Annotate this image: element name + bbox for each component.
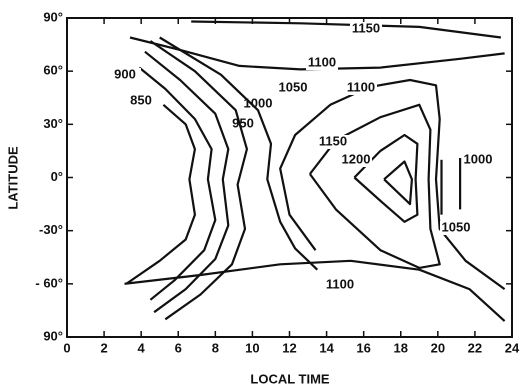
contour-line <box>149 40 248 321</box>
x-tick-label: 8 <box>212 340 219 355</box>
contour-line <box>309 103 441 269</box>
contour-label: 1000 <box>464 151 493 166</box>
x-tick-label: 18 <box>394 340 408 355</box>
x-tick-label: 4 <box>138 340 146 355</box>
contour-line <box>144 50 230 314</box>
contour-label: 1100 <box>308 54 336 69</box>
x-tick-label: 22 <box>468 340 482 355</box>
x-tick-label: 20 <box>431 340 445 355</box>
contour-line <box>138 66 217 301</box>
label-backdrop <box>345 81 377 95</box>
label-backdrop <box>317 135 349 149</box>
x-tick-label: 6 <box>175 340 182 355</box>
x-axis-title: LOCAL TIME <box>250 371 330 386</box>
contour-line <box>383 160 413 206</box>
label-backdrop <box>350 22 382 36</box>
y-tick-label: 90° <box>43 9 63 24</box>
contour-line <box>353 133 419 223</box>
label-backdrop <box>306 56 338 70</box>
contour-label: 850 <box>130 92 152 107</box>
contour-label: 950 <box>232 115 254 130</box>
y-axis-title: LATITUDE <box>5 146 20 210</box>
label-backdrop <box>462 153 494 167</box>
label-backdrop <box>227 117 259 131</box>
x-tick-label: 10 <box>245 340 259 355</box>
x-tick-label: 12 <box>282 340 296 355</box>
contour-line <box>279 78 506 290</box>
x-tick-label: 2 <box>100 340 107 355</box>
label-backdrop <box>277 81 309 95</box>
y-tick-label: -30° <box>39 222 63 237</box>
contour-label: 1100 <box>347 79 375 94</box>
y-tick-label: 30° <box>43 116 63 131</box>
label-backdrop <box>440 221 472 235</box>
contour-label: 1150 <box>319 133 347 148</box>
y-tick-label: 60° <box>43 63 63 78</box>
contour-line <box>191 20 502 39</box>
contour-label: 1050 <box>442 219 471 234</box>
contour-line <box>124 259 506 322</box>
x-tick-label: 14 <box>319 340 334 355</box>
x-tick-label: 16 <box>356 340 370 355</box>
x-tick-label: 0 <box>63 340 70 355</box>
y-tick-label: 0° <box>51 169 63 184</box>
x-tick-label: 24 <box>505 340 520 355</box>
contour-line <box>159 36 319 271</box>
y-tick-label: 90° <box>43 328 63 343</box>
label-backdrop <box>340 153 372 167</box>
contour-label: 1050 <box>279 79 308 94</box>
label-backdrop <box>109 68 141 82</box>
label-backdrop <box>324 278 356 292</box>
contour-label: 1000 <box>244 95 273 110</box>
label-backdrop <box>125 94 157 108</box>
y-tick-label: - 60° <box>35 275 63 290</box>
contour-label: 1100 <box>326 276 354 291</box>
contour-line <box>125 103 196 285</box>
label-backdrop <box>242 97 274 111</box>
contour-label: 1150 <box>352 20 380 35</box>
contour-label: 900 <box>114 66 136 81</box>
contour-label: 1200 <box>342 151 371 166</box>
